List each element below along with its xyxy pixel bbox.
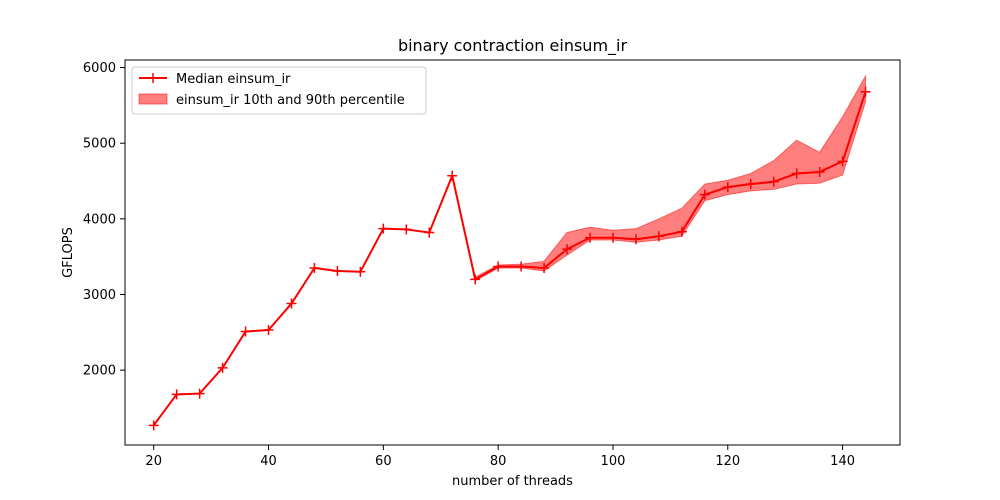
median-point xyxy=(263,325,274,336)
median-point xyxy=(860,86,871,97)
median-point xyxy=(630,234,641,245)
x-tick-label: 100 xyxy=(601,454,626,469)
median-point xyxy=(722,182,733,193)
median-point xyxy=(194,388,205,399)
median-point xyxy=(768,176,779,187)
median-point xyxy=(332,266,343,277)
median-point xyxy=(355,266,366,277)
legend-band-label: einsum_ir 10th and 90th percentile xyxy=(176,93,405,108)
x-tick-label: 20 xyxy=(145,454,162,469)
median-point xyxy=(424,227,435,238)
median-point xyxy=(562,244,573,255)
x-tick-label: 120 xyxy=(715,454,740,469)
x-tick-label: 40 xyxy=(260,454,277,469)
legend-median-label: Median einsum_ir xyxy=(176,72,291,87)
median-point xyxy=(401,224,412,235)
legend-box xyxy=(131,66,427,115)
y-tick-label: 4000 xyxy=(83,212,116,227)
y-tick-label: 5000 xyxy=(83,137,116,152)
median-point xyxy=(286,298,297,309)
plot-area-frame xyxy=(124,59,901,446)
median-point xyxy=(814,166,825,177)
median-point xyxy=(309,263,320,274)
y-tick-label: 6000 xyxy=(83,61,116,76)
median-point xyxy=(516,261,527,272)
median-point xyxy=(585,232,595,243)
x-axis-label: number of threads xyxy=(452,474,573,489)
x-tick-label: 80 xyxy=(490,454,507,469)
median-point xyxy=(217,362,228,373)
median-point xyxy=(171,389,182,400)
median-point xyxy=(791,168,802,179)
median-point xyxy=(148,420,159,431)
y-axis-label: GFLOPS xyxy=(61,227,76,278)
median-point xyxy=(653,231,664,242)
median-point xyxy=(539,263,550,274)
median-point xyxy=(676,226,687,237)
median-point xyxy=(240,326,251,337)
legend: Median einsum_ir einsum_ir 10th and 90th… xyxy=(131,66,427,115)
median-point xyxy=(470,274,481,285)
y-axis-ticks: 2000 3000 4000 5000 6000 xyxy=(83,61,125,379)
median-point xyxy=(699,189,710,200)
median-point xyxy=(607,232,618,243)
y-tick-label: 2000 xyxy=(83,364,116,379)
x-tick-label: 140 xyxy=(830,454,855,469)
median-point xyxy=(378,223,389,234)
x-tick-label: 60 xyxy=(375,454,392,469)
median-point xyxy=(447,170,458,181)
x-axis-ticks: 20 40 60 80 100 120 140 xyxy=(145,445,855,469)
y-tick-label: 3000 xyxy=(83,288,116,303)
legend-median-marker-swatch xyxy=(148,73,158,83)
median-point xyxy=(493,261,504,272)
median-marker-layer xyxy=(148,86,871,431)
median-point xyxy=(837,156,848,167)
median-point xyxy=(745,179,756,190)
legend-band-swatch xyxy=(138,93,168,105)
chart-title: binary contraction einsum_ir xyxy=(398,36,628,56)
